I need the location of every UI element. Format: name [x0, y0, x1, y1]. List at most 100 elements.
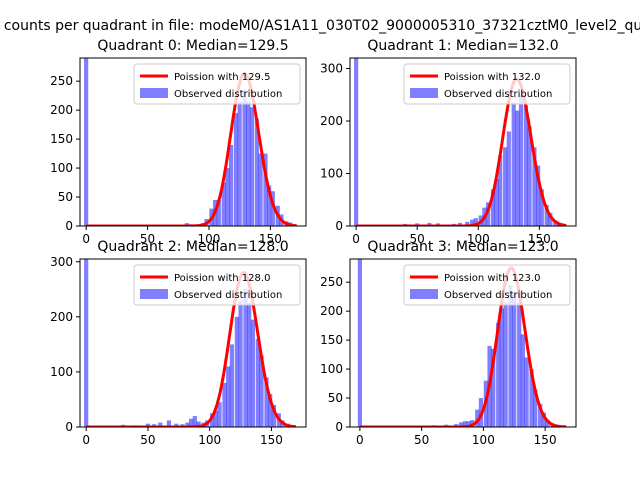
histogram-bar [527, 126, 532, 226]
legend-label-fit: Poission with 128.0 [174, 273, 270, 284]
legend-box [403, 63, 571, 105]
histogram-bar [189, 418, 194, 427]
histogram-bar [249, 107, 255, 226]
x-tick-label: 150 [260, 433, 283, 447]
y-tick-label: 250 [50, 74, 73, 88]
histogram-bar [250, 319, 255, 427]
histogram-bar [536, 165, 541, 226]
histogram-bar [354, 58, 359, 226]
histogram-bar [229, 344, 235, 427]
histogram-bar [512, 293, 517, 427]
histogram-bar [243, 289, 248, 427]
x-tick-label: 100 [467, 232, 490, 246]
subplot-title: Quadrant 3: Median=123.0 [367, 239, 558, 255]
histogram-bar [520, 334, 525, 427]
subplot-title: Quadrant 1: Median=132.0 [367, 38, 558, 54]
x-tick-label: 0 [82, 232, 90, 246]
histogram-bar [166, 420, 172, 427]
axes-frame [79, 57, 307, 227]
histogram-bar [503, 147, 508, 226]
histogram-bar [263, 153, 268, 226]
histogram-bar [237, 101, 242, 226]
histogram-bar [174, 423, 179, 427]
x-tick-label: 50 [414, 433, 429, 447]
x-tick-label: 150 [259, 232, 282, 246]
poisson-fit-line [356, 77, 567, 226]
legend-swatch-hist [140, 88, 168, 98]
subplot-quadrant-3: Quadrant 3: Median=123.0 0 50 100 150 0 50 100 1… [320, 239, 577, 447]
legend-swatch-hist [140, 289, 168, 299]
histogram-bar [259, 355, 264, 427]
x-tick-label: 100 [472, 433, 495, 447]
histogram-bar [524, 357, 529, 427]
legend: Poission with 132.0 Observed distribution [403, 63, 571, 105]
subplot-quadrant-2: Quadrant 2: Median=128.0 0 50 100 150 0 100 200… [50, 239, 307, 447]
histogram-bar [491, 348, 496, 427]
y-tick-label: 150 [50, 132, 73, 146]
legend-label-fit: Poission with 123.0 [444, 273, 540, 284]
histogram-bar [457, 222, 463, 226]
axes-frame [349, 57, 577, 227]
histogram-bar [545, 420, 550, 427]
plot-area [357, 259, 567, 427]
y-tick-label: 150 [320, 333, 343, 347]
histogram-bar [357, 259, 362, 427]
histogram-bar [459, 422, 464, 427]
legend: Poission with 129.5 Observed distribution [133, 63, 301, 105]
x-tick-label: 150 [534, 433, 557, 447]
y-tick-label: 0 [335, 420, 343, 434]
histogram-bar [466, 421, 471, 427]
subplot-title: Quadrant 0: Median=129.5 [97, 38, 288, 54]
histogram-bar [538, 403, 543, 427]
histogram-bar [84, 259, 89, 427]
subplot-grid: Quadrant 0: Median=129.5 0 50 100 150 0 50 100 1… [50, 38, 577, 447]
legend-label-hist: Observed distribution [174, 290, 282, 301]
histogram-bar [498, 155, 503, 226]
histogram-bar [226, 366, 231, 427]
y-tick-label: 50 [58, 190, 73, 204]
histogram-bar [246, 101, 251, 226]
histogram-bar [185, 422, 190, 427]
legend-label-fit: Poission with 132.0 [444, 72, 540, 83]
histogram-bar [475, 409, 480, 427]
histogram-bar [145, 423, 151, 427]
legend-box [403, 264, 571, 306]
histogram-bar [210, 413, 215, 427]
y-tick-label: 50 [328, 391, 343, 405]
histogram-bar [470, 219, 475, 226]
legend: Poission with 128.0 Observed distribution [133, 264, 301, 306]
histogram-bar [216, 199, 221, 226]
legend: Poission with 123.0 Observed distribution [403, 264, 571, 306]
histogram-bar [242, 89, 247, 226]
plot-area [354, 58, 567, 226]
plot-area [84, 58, 298, 226]
histogram-bar [499, 308, 505, 427]
histogram-bar [518, 94, 524, 226]
histogram-bar [238, 300, 243, 427]
x-tick-label: 100 [198, 433, 221, 447]
histogram-bar [196, 421, 201, 427]
y-tick-label: 100 [50, 161, 73, 175]
histogram-bar [462, 421, 467, 427]
y-tick-label: 200 [320, 304, 343, 318]
histogram-bar [234, 316, 239, 427]
histogram-bar [511, 102, 516, 226]
subplot-title: Quadrant 2: Median=128.0 [97, 239, 288, 255]
histogram-bar [217, 402, 222, 427]
y-tick-label: 200 [50, 310, 73, 324]
histogram-bar [427, 222, 432, 226]
histogram-bar [270, 191, 275, 226]
histogram-bar [503, 302, 508, 427]
histogram-bar [254, 118, 259, 226]
histogram-bar [268, 393, 273, 427]
histogram-bar [221, 182, 226, 226]
legend-box [133, 264, 301, 306]
histogram-bar [553, 220, 558, 226]
y-tick-label: 200 [320, 114, 343, 128]
y-tick-label: 0 [335, 219, 343, 233]
x-tick-label: 150 [528, 232, 551, 246]
histogram-bar [264, 377, 269, 427]
legend-label-hist: Observed distribution [444, 89, 552, 100]
x-tick-label: 50 [410, 232, 425, 246]
legend-box [133, 63, 301, 105]
